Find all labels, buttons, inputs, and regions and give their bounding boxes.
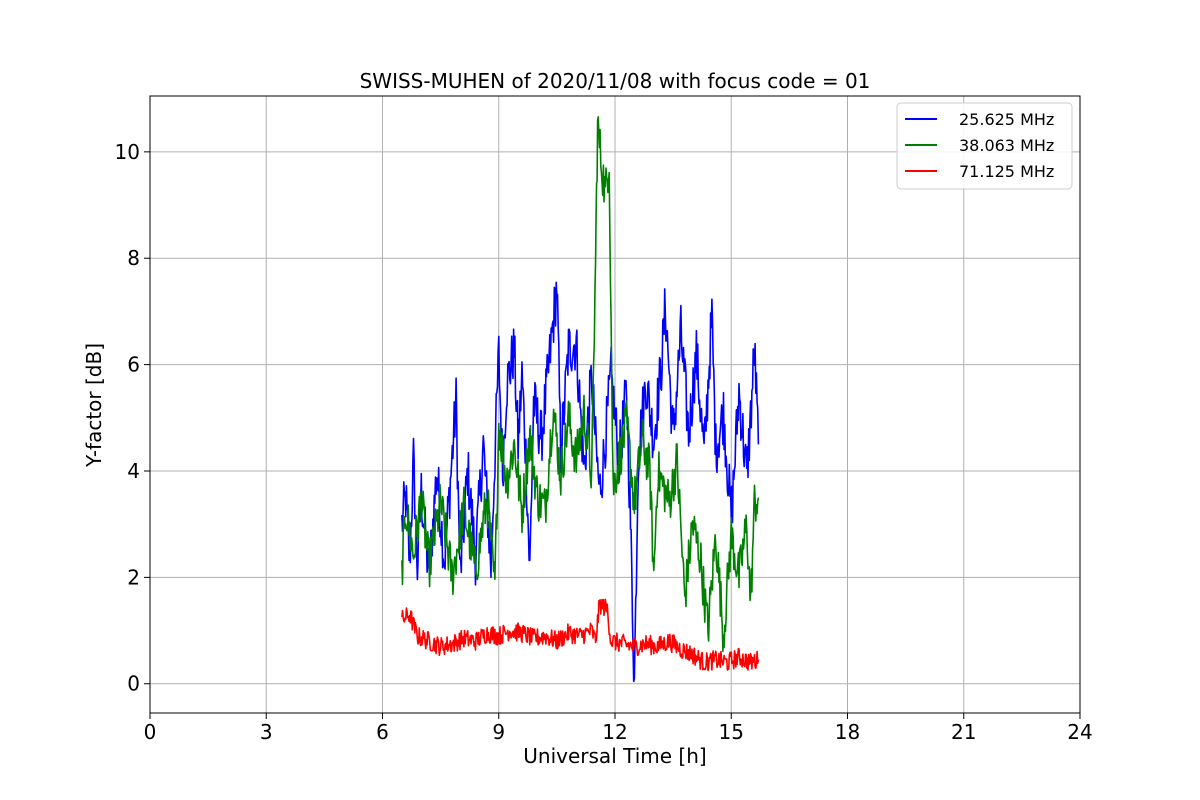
- x-tick-label: 12: [602, 720, 627, 744]
- legend-box: [896, 102, 1073, 190]
- x-tick-label: 24: [1067, 720, 1092, 744]
- x-tick-label: 21: [951, 720, 976, 744]
- legend-label: 71.125 MHz: [959, 162, 1054, 181]
- plot-data: [401, 116, 760, 683]
- y-tick-label: 8: [127, 246, 140, 270]
- series-line-2: [401, 116, 760, 653]
- y-axis-label: Y-factor [dB]: [82, 343, 106, 468]
- legend-label: 25.625 MHz: [959, 110, 1054, 129]
- legend-label: 38.063 MHz: [959, 136, 1054, 155]
- chart-title: SWISS-MUHEN of 2020/11/08 with focus cod…: [360, 69, 871, 93]
- series-line-1: [401, 281, 760, 683]
- legend: 25.625 MHz 38.063 MHz 71.125 MHz: [896, 102, 1073, 190]
- x-tick-label: 0: [144, 720, 157, 744]
- y-tick-label: 0: [127, 672, 140, 696]
- grid: [149, 96, 1081, 713]
- x-axis-label: Universal Time [h]: [523, 744, 706, 768]
- series-line-3: [401, 598, 760, 672]
- y-tick-label: 6: [127, 353, 140, 377]
- x-tick-label: 3: [260, 720, 273, 744]
- x-tick-label: 6: [376, 720, 389, 744]
- x-tick-label: 9: [492, 720, 505, 744]
- y-axis-ticks: 0 2 4 6 8 10: [115, 140, 150, 696]
- y-tick-label: 10: [115, 140, 140, 164]
- x-tick-label: 18: [835, 720, 860, 744]
- x-axis-ticks: 0 3 6 9 12 15 18 21 24: [144, 713, 1093, 744]
- x-tick-label: 15: [719, 720, 744, 744]
- y-tick-label: 2: [127, 565, 140, 589]
- y-tick-label: 4: [127, 459, 140, 483]
